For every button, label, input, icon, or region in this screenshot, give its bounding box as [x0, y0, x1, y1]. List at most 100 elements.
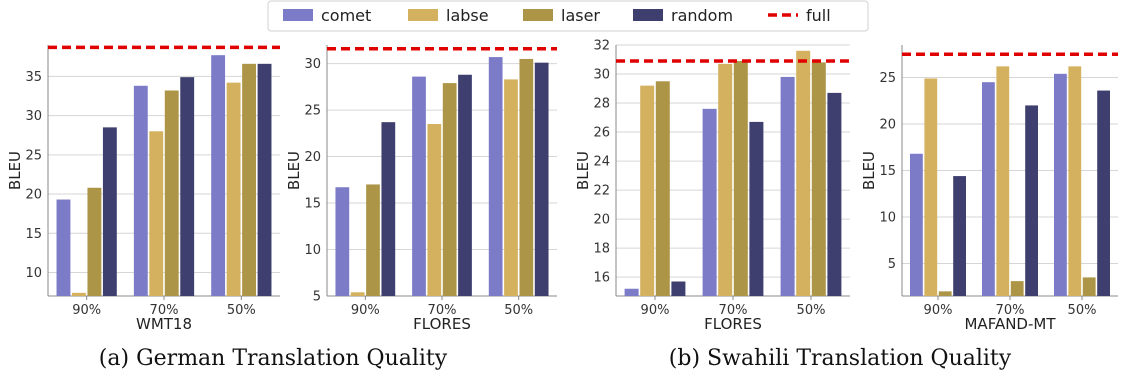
bar-laser: [811, 62, 826, 297]
bar-labse: [504, 79, 518, 296]
bar-laser: [519, 58, 534, 296]
y-tick-label: 20: [304, 150, 321, 165]
x-tick-label: 90%: [72, 303, 101, 318]
y-tick-label: 26: [593, 126, 610, 141]
x-tick-label: 90%: [351, 303, 380, 318]
bar-comet: [1054, 73, 1067, 297]
x-tick-label: 50%: [1068, 303, 1097, 318]
y-tick-label: 30: [304, 57, 321, 72]
x-axis-label: FLORES: [413, 315, 471, 333]
y-tick-label: 15: [25, 227, 42, 242]
y-axis-label: BLEU: [6, 151, 24, 190]
bar-laser: [938, 291, 952, 296]
bar-laser: [164, 90, 179, 297]
y-tick-label: 20: [25, 188, 42, 203]
legend-swatch-laser: [523, 9, 553, 21]
bar-random: [102, 127, 117, 296]
bar-random: [1025, 105, 1038, 296]
bar-laser: [733, 60, 748, 297]
bar-comet: [702, 108, 717, 296]
y-tick-label: 15: [304, 197, 321, 212]
y-tick-label: 20: [593, 213, 610, 228]
y-tick-label: 22: [593, 184, 610, 199]
bar-random: [458, 74, 472, 297]
legend-box: [267, 0, 869, 32]
bar-laser: [1082, 277, 1096, 296]
legend-swatch-labse: [408, 9, 438, 21]
y-tick-label: 32: [593, 39, 610, 54]
y-tick-label: 30: [593, 68, 610, 83]
caption-b: (b) Swahili Translation Quality: [668, 346, 1012, 371]
x-axis-label: WMT18: [136, 315, 192, 333]
x-tick-label: 50%: [797, 303, 826, 318]
y-tick-label: 10: [25, 266, 42, 281]
bar-labse: [718, 63, 733, 297]
bar-random: [257, 63, 272, 297]
legend-label-laser: laser: [561, 6, 600, 25]
legend-swatch-random: [633, 9, 663, 21]
legend-swatch-comet: [283, 9, 313, 21]
bar-labse: [640, 85, 655, 297]
y-tick-label: 5: [313, 290, 321, 305]
bar-laser: [366, 184, 380, 296]
bar-random: [749, 121, 764, 296]
bar-labse: [226, 82, 241, 297]
x-tick-label: 90%: [924, 303, 953, 318]
legend-label-comet: comet: [321, 6, 371, 25]
y-tick-label: 25: [25, 148, 42, 163]
bar-laser: [655, 81, 670, 297]
y-tick-label: 25: [304, 104, 321, 119]
bar-labse: [350, 292, 365, 296]
bar-comet: [211, 55, 226, 297]
bar-labse: [149, 131, 164, 296]
x-axis-label: MAFAND-MT: [964, 315, 1056, 333]
bar-labse: [924, 78, 938, 296]
y-tick-label: 30: [25, 109, 42, 124]
bar-comet: [780, 76, 795, 297]
y-tick-label: 16: [593, 271, 610, 286]
bar-labse: [996, 66, 1010, 296]
y-tick-label: 10: [879, 210, 896, 225]
bar-comet: [624, 288, 639, 296]
bar-random: [534, 62, 549, 296]
y-axis-label: BLEU: [285, 151, 303, 190]
bar-laser: [1010, 281, 1024, 296]
bar-comet: [56, 199, 71, 296]
bar-comet: [488, 57, 503, 296]
bar-comet: [412, 76, 426, 296]
y-tick-label: 25: [879, 71, 896, 86]
bar-random: [1097, 90, 1110, 296]
x-tick-label: 70%: [719, 303, 748, 318]
y-tick-label: 10: [304, 243, 321, 258]
bar-laser: [442, 83, 457, 297]
bar-labse: [796, 50, 811, 296]
bar-random: [180, 77, 195, 296]
bar-labse: [427, 124, 442, 296]
bar-comet: [910, 153, 923, 296]
x-tick-label: 70%: [150, 303, 179, 318]
bar-random: [953, 176, 966, 296]
bar-laser: [242, 63, 256, 297]
y-tick-label: 15: [879, 164, 896, 179]
y-axis-label: BLEU: [574, 151, 592, 190]
x-tick-label: 50%: [227, 303, 256, 318]
legend-label-full: full: [806, 6, 831, 25]
y-axis-label: BLEU: [860, 151, 878, 190]
x-tick-label: 50%: [504, 303, 533, 318]
y-tick-label: 20: [879, 118, 896, 133]
y-tick-label: 18: [593, 242, 610, 257]
bar-comet: [982, 82, 995, 297]
bar-random: [671, 281, 686, 296]
bar-comet: [335, 187, 350, 296]
x-tick-label: 70%: [428, 303, 457, 318]
x-axis-label: FLORES: [704, 315, 762, 333]
legend-label-labse: labse: [446, 6, 489, 25]
bar-labse: [72, 292, 86, 296]
x-tick-label: 70%: [996, 303, 1025, 318]
bar-labse: [1068, 66, 1082, 296]
y-tick-label: 28: [593, 97, 610, 112]
bar-comet: [133, 85, 148, 296]
bar-random: [381, 122, 396, 296]
y-tick-label: 24: [593, 155, 610, 170]
